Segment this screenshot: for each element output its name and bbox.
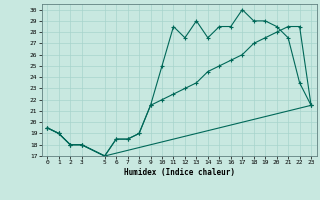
X-axis label: Humidex (Indice chaleur): Humidex (Indice chaleur) [124,168,235,177]
